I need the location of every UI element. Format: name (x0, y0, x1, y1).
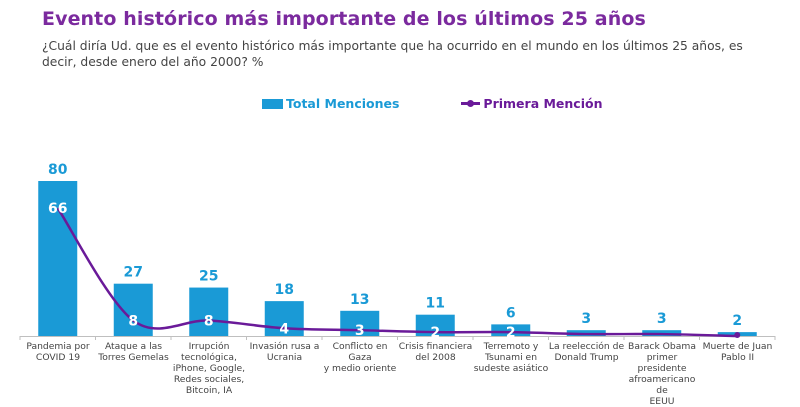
bar-swatch-icon (262, 98, 283, 109)
category-label: Crisis financiera del 2008 (398, 341, 473, 363)
legend-label-primera: Primera Mención (483, 96, 603, 111)
data-label-primera: 8 (128, 314, 138, 330)
data-label-total: 3 (657, 311, 667, 327)
data-label-total: 80 (48, 162, 68, 178)
category-label: Barack Obama primer presidente afroamerican… (628, 341, 696, 407)
category-label: Irrupción tecnológica, iPhone, Google, Rede… (172, 341, 246, 396)
data-label-primera: 66 (48, 201, 67, 217)
legend: Total Menciones Primera Mención (262, 96, 664, 111)
line-swatch-icon (461, 100, 481, 107)
bar-total-menciones (264, 301, 304, 336)
category-label: Conflicto en Gaza y medio oriente (323, 341, 397, 374)
data-label-total: 18 (275, 282, 294, 298)
category-label: Muerte de Juan Pablo II (702, 341, 773, 363)
data-label-primera: 2 (506, 325, 516, 341)
category-label: Invasión rusa a Ucrania (249, 341, 320, 363)
bar-total-menciones (415, 314, 455, 336)
category-label: La reelección de Donald Trump (548, 341, 625, 363)
data-label-primera: 8 (204, 314, 214, 330)
chart-title: Evento histórico más importante de los ú… (42, 8, 646, 30)
category-label: Terremoto y Tsunami en sudeste asiático (473, 341, 549, 374)
data-label-total: 2 (732, 313, 742, 329)
data-label-total: 11 (426, 296, 445, 312)
data-label-primera: 2 (430, 325, 440, 341)
data-label-total: 25 (199, 269, 218, 285)
line-primera-mencion (56, 207, 738, 338)
data-label-total: 3 (581, 311, 591, 327)
bar-total-menciones (189, 287, 229, 336)
category-label: Ataque a las Torres Gemelas (98, 341, 169, 363)
data-label-primera: 4 (279, 321, 289, 337)
data-label-total: 27 (124, 265, 143, 281)
legend-item-primera: Primera Mención (461, 96, 602, 111)
data-label-total: 13 (350, 292, 369, 308)
legend-item-total: Total Menciones (262, 96, 399, 111)
data-label-primera: 3 (355, 323, 365, 339)
category-label: Pandemia por COVID 19 (26, 341, 90, 363)
legend-label-total: Total Menciones (286, 96, 400, 111)
data-label-total: 6 (506, 305, 516, 321)
line-point-primera-mencion (734, 332, 741, 338)
bar-total-menciones (340, 310, 380, 336)
bar-total-menciones (38, 181, 78, 336)
chart-subtitle: ¿Cuál diría Ud. que es el evento históri… (42, 39, 743, 69)
bar-total-menciones (491, 324, 531, 336)
